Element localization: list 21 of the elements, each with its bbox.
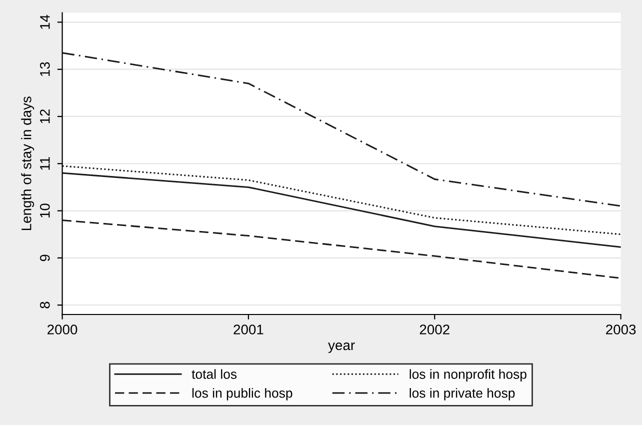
y-tick-label: 10: [40, 204, 50, 218]
line-series: [62, 172, 621, 248]
y-tick-label: 13: [40, 62, 50, 76]
legend-label: los in nonprofit hosp: [410, 369, 526, 382]
x-tick-label: 2000: [48, 324, 78, 334]
line-series: [62, 219, 621, 279]
line-series: [62, 52, 621, 207]
x-tick-label: 2001: [234, 324, 264, 334]
legend-label: los in public hosp: [192, 388, 292, 400]
y-tick-label: 12: [40, 109, 50, 124]
legend-label: los in private hosp: [410, 388, 515, 400]
y-tick-label: 11: [40, 157, 50, 170]
x-tick-label: 2002: [420, 324, 450, 334]
x-axis-title: year: [328, 342, 355, 353]
y-tick-label: 14: [40, 14, 50, 29]
x-tick-label: 2003: [606, 324, 636, 334]
line-series: [62, 165, 621, 236]
y-tick-label: 8: [40, 302, 50, 308]
legend-label: total los: [192, 369, 237, 379]
y-axis-title: Length of stay in days: [21, 96, 34, 230]
y-tick-label: 9: [40, 254, 50, 262]
